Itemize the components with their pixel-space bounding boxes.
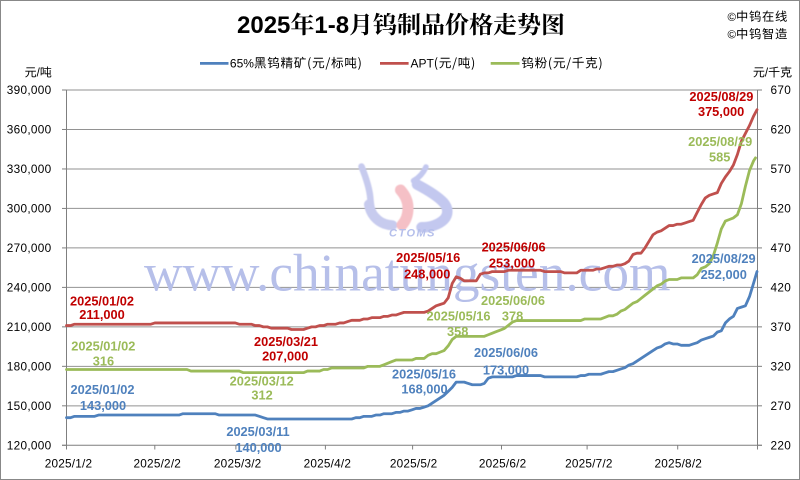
svg-text:210,000: 210,000: [7, 320, 52, 334]
svg-text:270,000: 270,000: [7, 241, 52, 255]
svg-text:375,000: 375,000: [698, 104, 744, 119]
svg-text:www.chinatungsten.com: www.chinatungsten.com: [144, 244, 670, 303]
svg-text:300,000: 300,000: [7, 202, 52, 216]
svg-text:2025/8/2: 2025/8/2: [655, 456, 703, 470]
svg-text:570: 570: [771, 162, 792, 176]
svg-text:/: /: [765, 68, 769, 80]
svg-text:173,000: 173,000: [483, 362, 529, 377]
svg-text:2025/2/2: 2025/2/2: [134, 456, 182, 470]
svg-text:APT: APT: [411, 56, 435, 70]
svg-text:370: 370: [771, 320, 792, 334]
svg-text:520: 520: [771, 202, 792, 216]
svg-text:2025/01/02: 2025/01/02: [71, 339, 135, 354]
svg-text:2025: 2025: [237, 12, 290, 39]
svg-text:2025/05/16: 2025/05/16: [396, 250, 460, 265]
svg-text:670: 670: [771, 83, 792, 97]
svg-text:65%: 65%: [230, 56, 254, 70]
svg-text:252,000: 252,000: [701, 267, 747, 282]
svg-text:316: 316: [93, 354, 114, 369]
svg-text:248,000: 248,000: [404, 267, 450, 282]
svg-text:2025/08/29: 2025/08/29: [689, 89, 753, 104]
svg-text:CTOMS: CTOMS: [389, 227, 436, 239]
svg-text:2025/7/2: 2025/7/2: [565, 456, 613, 470]
svg-text:140,000: 140,000: [235, 440, 281, 455]
svg-text:253,000: 253,000: [489, 256, 535, 271]
svg-text:420: 420: [771, 281, 792, 295]
svg-text:220: 220: [771, 438, 792, 452]
svg-text:620: 620: [771, 123, 792, 137]
svg-text:2025/01/02: 2025/01/02: [70, 382, 134, 397]
svg-text:360,000: 360,000: [7, 123, 52, 137]
svg-text:2025/06/06: 2025/06/06: [482, 240, 546, 255]
svg-text:2025/6/2: 2025/6/2: [479, 456, 527, 470]
svg-text:2025/3/2: 2025/3/2: [214, 456, 262, 470]
svg-text:378: 378: [502, 309, 523, 324]
svg-text:2025/05/16: 2025/05/16: [392, 367, 456, 382]
svg-text:120,000: 120,000: [7, 438, 52, 452]
svg-text:358: 358: [447, 324, 468, 339]
svg-text:2025/08/29: 2025/08/29: [688, 134, 752, 149]
svg-text:585: 585: [709, 150, 730, 165]
svg-text:180,000: 180,000: [7, 359, 52, 373]
svg-text:270: 270: [771, 399, 792, 413]
svg-text:168,000: 168,000: [401, 381, 447, 396]
svg-text:2025/5/2: 2025/5/2: [390, 456, 438, 470]
svg-text:2025/05/16: 2025/05/16: [426, 308, 490, 323]
svg-text:1-8: 1-8: [314, 12, 349, 39]
svg-text:470: 470: [771, 241, 792, 255]
svg-text:312: 312: [251, 388, 272, 403]
svg-text:330,000: 330,000: [7, 162, 52, 176]
svg-text:2025/1/2: 2025/1/2: [45, 456, 93, 470]
svg-text:2025/06/06: 2025/06/06: [481, 293, 545, 308]
svg-text:2025/03/12: 2025/03/12: [230, 374, 294, 389]
svg-text:2025/03/21: 2025/03/21: [254, 334, 318, 349]
svg-text:150,000: 150,000: [7, 399, 52, 413]
svg-text:/: /: [37, 68, 41, 80]
svg-text:2025/01/02: 2025/01/02: [70, 294, 134, 309]
svg-text:2025/06/06: 2025/06/06: [474, 345, 538, 360]
svg-text:2025/4/2: 2025/4/2: [304, 456, 352, 470]
svg-text:2025/08/29: 2025/08/29: [692, 251, 756, 266]
svg-text:320: 320: [771, 359, 792, 373]
svg-text:390,000: 390,000: [7, 83, 52, 97]
svg-text:207,000: 207,000: [262, 349, 308, 364]
svg-text:143,000: 143,000: [80, 398, 126, 413]
svg-text:2025/03/11: 2025/03/11: [226, 424, 289, 439]
svg-text:211,000: 211,000: [79, 307, 125, 322]
svg-text:240,000: 240,000: [7, 281, 52, 295]
